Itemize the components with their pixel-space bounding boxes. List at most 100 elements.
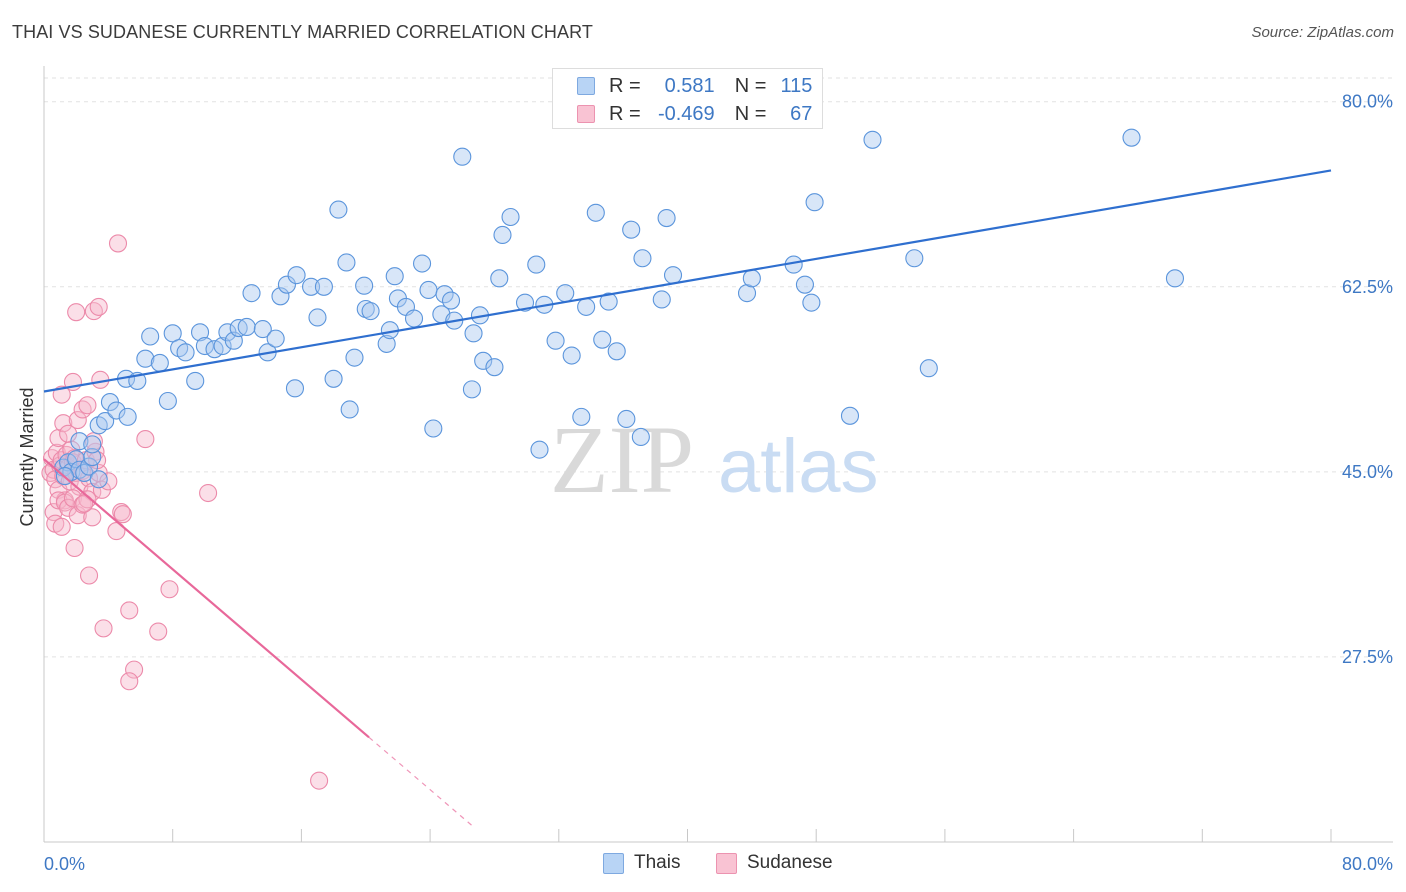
thais-point xyxy=(577,297,596,316)
thais-point xyxy=(905,249,924,268)
sudanese-point xyxy=(54,414,73,433)
watermark-zip: ZIP xyxy=(550,406,694,513)
thais-point xyxy=(83,448,102,467)
thais-point xyxy=(462,380,481,399)
sudanese-point xyxy=(52,517,71,536)
thais-point xyxy=(424,419,443,438)
y-tick-label: 45.0% xyxy=(1342,462,1393,482)
sudanese-point xyxy=(65,538,84,558)
sudanese-point xyxy=(67,303,86,322)
sudanese-point xyxy=(78,396,97,415)
sudanese-point xyxy=(63,489,83,508)
y-tick-label: 62.5% xyxy=(1342,277,1393,297)
thais-point xyxy=(617,409,636,429)
thais-point xyxy=(186,371,205,390)
thais-point xyxy=(622,220,641,239)
thais-point xyxy=(345,348,364,367)
thais-point xyxy=(285,379,305,398)
thais-point xyxy=(79,457,99,476)
thais-point xyxy=(633,249,652,268)
thais-point xyxy=(556,284,575,303)
y-axis-title: Currently Married xyxy=(17,387,37,526)
legend-n-label: N = xyxy=(734,74,767,97)
sudanese-point xyxy=(108,234,128,253)
thais-point xyxy=(237,317,256,337)
series-label-thais: Thais xyxy=(634,852,681,873)
thais-point xyxy=(863,130,882,149)
thais-point xyxy=(377,334,396,353)
thais-point xyxy=(385,267,404,286)
thais-point xyxy=(657,209,676,228)
thais-point xyxy=(795,275,814,294)
legend-swatch-sudanese xyxy=(577,105,595,123)
thais-point xyxy=(441,291,461,310)
thais-point xyxy=(253,320,272,339)
legend-n-value: 67 xyxy=(790,102,813,125)
watermark-atlas: atlas xyxy=(718,424,879,509)
thais-point xyxy=(314,277,333,296)
thais-point xyxy=(515,293,535,312)
thais-point xyxy=(324,369,343,388)
legend-r-label: R = xyxy=(609,74,641,97)
thais-point xyxy=(107,401,126,420)
sudanese-point xyxy=(120,672,139,691)
chart-title: THAI VS SUDANESE CURRENTLY MARRIED CORRE… xyxy=(12,22,593,42)
thais-trend-line xyxy=(43,169,1332,393)
thais-point xyxy=(493,225,512,245)
thais-point xyxy=(287,266,306,285)
thais-point xyxy=(1122,128,1141,147)
thais-point xyxy=(361,302,380,321)
thais-point xyxy=(599,292,618,311)
sudanese-point xyxy=(310,771,329,790)
thais-point xyxy=(652,290,671,309)
thais-point xyxy=(530,440,549,459)
thais-point xyxy=(213,336,232,356)
thais-point xyxy=(141,327,160,346)
thais-point xyxy=(631,427,650,447)
thais-point xyxy=(490,269,509,288)
series-legend-sudanese[interactable]: Sudanese xyxy=(716,852,833,874)
thais-point xyxy=(266,329,285,348)
thais-point xyxy=(562,346,581,365)
legend-r-value: -0.469 xyxy=(657,102,715,125)
sudanese-point xyxy=(83,508,102,527)
thais-point xyxy=(840,406,860,425)
thais-point xyxy=(96,412,115,431)
sudanese-point xyxy=(136,430,155,449)
sudanese-point xyxy=(120,601,139,620)
series-legend: Thais Sudanese xyxy=(0,852,1406,878)
sudanese-point xyxy=(94,619,113,638)
thais-point xyxy=(919,359,938,378)
thais-point xyxy=(737,284,757,303)
thais-point xyxy=(802,293,821,312)
series-legend-thais[interactable]: Thais xyxy=(603,852,680,874)
thais-point xyxy=(607,342,626,361)
thais-point xyxy=(308,308,327,327)
thais-point xyxy=(136,349,155,368)
sudanese-point xyxy=(125,660,144,679)
thais-point xyxy=(302,277,321,296)
thais-point xyxy=(195,336,214,356)
thais-point xyxy=(83,435,102,454)
thais-point xyxy=(242,284,261,303)
sudanese-point xyxy=(68,410,87,430)
thais-point xyxy=(464,324,483,343)
correlation-legend: R = 0.581 N = 115 R = -0.469 N = 67 xyxy=(552,68,823,129)
thais-point xyxy=(277,275,296,294)
y-tick-label: 80.0% xyxy=(1342,92,1393,112)
thais-point xyxy=(663,266,683,285)
y-tick-label: 27.5% xyxy=(1342,647,1393,667)
thais-point xyxy=(404,309,424,328)
sudanese-trend-line xyxy=(43,458,370,739)
thais-point xyxy=(501,207,520,227)
thais-point xyxy=(419,280,438,300)
thais-point xyxy=(474,351,493,370)
thais-point xyxy=(586,203,605,222)
thais-point xyxy=(805,193,824,212)
series-swatch-sudanese xyxy=(716,852,737,874)
legend-row-thais: R = 0.581 N = 115 xyxy=(577,72,812,100)
legend-n-value: 115 xyxy=(780,74,813,97)
legend-n-label: N = xyxy=(734,102,767,125)
thais-point xyxy=(527,255,546,274)
